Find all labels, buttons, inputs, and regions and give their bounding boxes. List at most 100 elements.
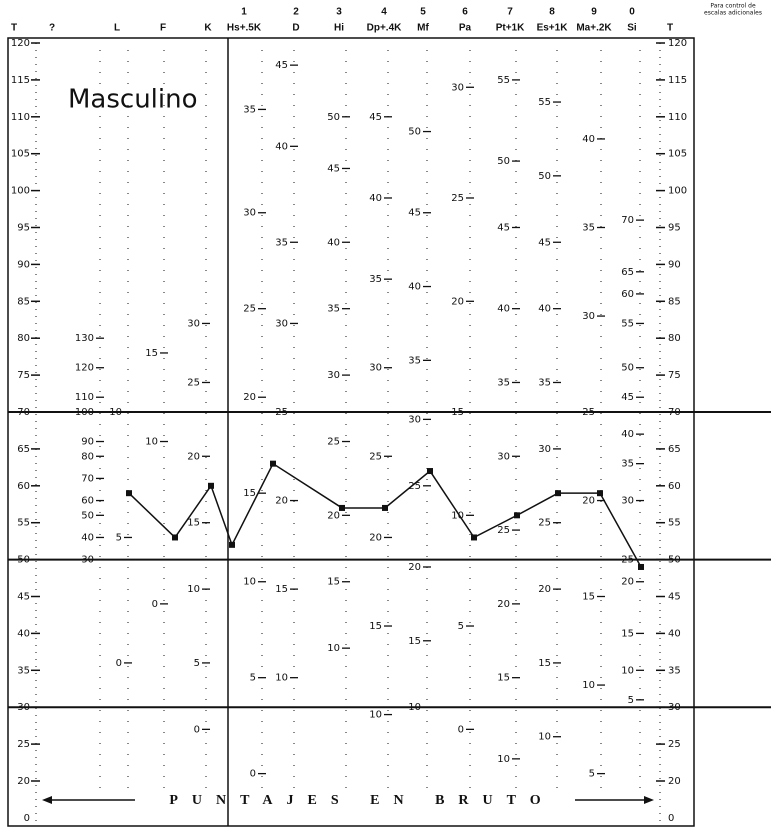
arrow-head bbox=[644, 796, 654, 804]
y-axis-label: T bbox=[11, 23, 17, 34]
scale-name: Hs+.5K bbox=[227, 23, 262, 34]
y-tick-label: 45 bbox=[17, 592, 30, 603]
raw-tick-label: 40 bbox=[369, 193, 382, 204]
y-tick-label: 105 bbox=[668, 149, 687, 160]
chart-title: Masculino bbox=[68, 85, 198, 115]
raw-tick-label: 10 bbox=[327, 643, 340, 654]
raw-tick-label: 15 bbox=[538, 658, 551, 669]
raw-tick-label: 10 bbox=[369, 710, 382, 721]
scale-number: 9 bbox=[591, 7, 597, 18]
scale-name: Si bbox=[627, 23, 637, 34]
raw-tick-label: 0 bbox=[194, 724, 200, 735]
raw-tick-label: 40 bbox=[327, 237, 340, 248]
scale-number: 7 bbox=[507, 7, 513, 18]
y-tick-label: 95 bbox=[17, 223, 30, 234]
raw-tick-label: 15 bbox=[275, 584, 288, 595]
raw-tick-label: 10 bbox=[243, 577, 256, 588]
raw-tick-label: 20 bbox=[369, 532, 382, 543]
scale-name: Dp+.4K bbox=[367, 23, 403, 34]
raw-tick-label: 15 bbox=[451, 407, 464, 418]
arrow-head bbox=[42, 796, 52, 804]
y-tick-label: 25 bbox=[668, 739, 681, 750]
scale-name: L bbox=[114, 23, 120, 34]
raw-tick-label: 0 bbox=[250, 769, 256, 780]
raw-tick-label: 90 bbox=[81, 437, 94, 448]
raw-tick-label: 10 bbox=[451, 510, 464, 521]
y-tick-label: 80 bbox=[17, 333, 30, 344]
raw-tick-label: 25 bbox=[538, 518, 551, 529]
raw-tick-label: 25 bbox=[243, 304, 256, 315]
note-line: Para control de bbox=[710, 3, 756, 10]
raw-tick-label: 130 bbox=[75, 333, 94, 344]
y-tick-label: 115 bbox=[11, 75, 30, 86]
raw-tick-label: 55 bbox=[621, 318, 634, 329]
y-tick-label: 75 bbox=[17, 370, 30, 381]
scale-number: 6 bbox=[462, 7, 468, 18]
raw-tick-label: 15 bbox=[408, 636, 421, 647]
raw-tick-label: 70 bbox=[621, 215, 634, 226]
raw-tick-label: 40 bbox=[81, 532, 94, 543]
raw-tick-label: 35 bbox=[538, 377, 551, 388]
raw-tick-label: 20 bbox=[275, 496, 288, 507]
raw-tick-label: 30 bbox=[408, 414, 421, 425]
raw-tick-label: 0 bbox=[152, 599, 158, 610]
raw-tick-label: 10 bbox=[145, 437, 158, 448]
raw-tick-label: 10 bbox=[275, 673, 288, 684]
profile-point bbox=[427, 468, 433, 475]
y-tick-label: 95 bbox=[668, 223, 681, 234]
scale-name: D bbox=[292, 23, 299, 34]
raw-tick-label: 30 bbox=[275, 318, 288, 329]
raw-tick-label: 25 bbox=[451, 193, 464, 204]
raw-tick-label: 30 bbox=[81, 555, 94, 566]
raw-tick-label: 40 bbox=[538, 304, 551, 315]
raw-tick-label: 35 bbox=[582, 223, 595, 234]
scale-name: Es+1K bbox=[537, 23, 569, 34]
raw-tick-label: 50 bbox=[497, 156, 510, 167]
raw-tick-label: 40 bbox=[497, 304, 510, 315]
raw-tick-label: 40 bbox=[621, 429, 634, 440]
raw-tick-label: 60 bbox=[621, 289, 634, 300]
scale-number: 0 bbox=[629, 7, 635, 18]
scale-name: Ma+.2K bbox=[576, 23, 612, 34]
raw-tick-label: 15 bbox=[497, 673, 510, 684]
y-tick-label: 105 bbox=[11, 149, 30, 160]
raw-tick-label: 10 bbox=[621, 665, 634, 676]
footer-text: PUNTAJES EN BRUTO bbox=[169, 793, 554, 808]
scale-number: 5 bbox=[420, 7, 426, 18]
raw-tick-label: 5 bbox=[250, 673, 256, 684]
y-tick-label: 20 bbox=[17, 776, 30, 787]
raw-tick-label: 35 bbox=[275, 237, 288, 248]
scale-name: Pa bbox=[459, 23, 472, 34]
raw-tick-label: 80 bbox=[81, 451, 94, 462]
raw-tick-label: 25 bbox=[408, 481, 421, 492]
scale-number: 8 bbox=[549, 7, 555, 18]
raw-tick-label: 10 bbox=[408, 702, 421, 713]
raw-tick-label: 35 bbox=[327, 304, 340, 315]
raw-tick-label: 40 bbox=[275, 141, 288, 152]
raw-tick-label: 25 bbox=[369, 451, 382, 462]
y-tick-label: 75 bbox=[668, 370, 681, 381]
raw-tick-label: 45 bbox=[497, 223, 510, 234]
scale-number: 2 bbox=[293, 7, 299, 18]
y-axis-label-right: T bbox=[667, 23, 673, 34]
profile-point bbox=[172, 534, 178, 541]
raw-tick-label: 15 bbox=[621, 628, 634, 639]
profile-point bbox=[126, 490, 132, 497]
raw-tick-label: 20 bbox=[582, 496, 595, 507]
raw-tick-label: 30 bbox=[187, 318, 200, 329]
raw-tick-label: 30 bbox=[243, 208, 256, 219]
raw-tick-label: 20 bbox=[327, 510, 340, 521]
y-tick-label: 90 bbox=[17, 259, 30, 270]
raw-tick-label: 35 bbox=[621, 459, 634, 470]
raw-tick-label: 30 bbox=[621, 496, 634, 507]
raw-tick-label: 25 bbox=[187, 377, 200, 388]
raw-tick-label: 5 bbox=[628, 695, 634, 706]
raw-tick-label: 30 bbox=[497, 451, 510, 462]
raw-tick-label: 45 bbox=[369, 112, 382, 123]
profile-point bbox=[270, 460, 276, 467]
scale-name: Pt+1K bbox=[496, 23, 525, 34]
y-tick-label: 120 bbox=[11, 38, 30, 49]
y-tick-label: 20 bbox=[668, 776, 681, 787]
y-tick-label: 0 bbox=[668, 813, 674, 824]
